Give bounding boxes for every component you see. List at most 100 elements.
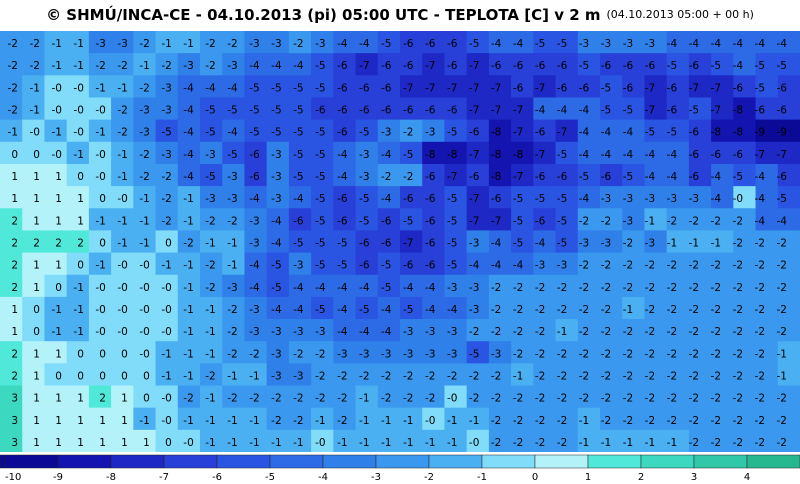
- grid-value: 0: [55, 282, 62, 294]
- grid-value: -2: [689, 393, 699, 405]
- cell: [111, 119, 134, 143]
- grid-value: -1: [205, 415, 215, 427]
- grid-value: -6: [623, 82, 634, 94]
- grid-value: -6: [777, 171, 788, 183]
- grid-value: -2: [733, 370, 743, 382]
- legend-swatch: [163, 454, 218, 469]
- grid-value: -2: [689, 282, 699, 294]
- grid-value: -5: [469, 348, 479, 360]
- grid-value: 2: [77, 238, 84, 250]
- cell: [400, 31, 423, 54]
- grid-value: -1: [271, 437, 281, 449]
- cell: [44, 252, 68, 276]
- cell: [88, 31, 112, 54]
- grid-value: 0: [99, 238, 106, 250]
- cell: [111, 341, 134, 364]
- legend-label: -8: [106, 472, 116, 483]
- grid-value: -4: [513, 38, 524, 50]
- grid-value: -2: [777, 393, 787, 405]
- grid-value: -6: [403, 60, 414, 72]
- grid-value: -2: [293, 348, 303, 360]
- grid-value: -5: [601, 105, 611, 117]
- cell: [155, 385, 179, 409]
- grid-value: 1: [55, 193, 62, 205]
- grid-value: 1: [11, 304, 18, 316]
- grid-value: -8: [513, 149, 523, 161]
- grid-value: -2: [755, 326, 765, 338]
- grid-value: 0: [99, 370, 106, 382]
- cell: [711, 141, 734, 165]
- grid-value: -4: [579, 105, 590, 117]
- cell: [66, 363, 90, 387]
- cell: [422, 141, 445, 165]
- grid-value: -4: [755, 215, 766, 227]
- grid-value: -1: [205, 393, 215, 405]
- cell: [244, 363, 268, 387]
- cell: [444, 274, 468, 298]
- cell: [44, 274, 68, 298]
- cell: [400, 274, 423, 298]
- cell: [422, 230, 445, 254]
- cell: [333, 119, 357, 143]
- cell: [111, 296, 134, 320]
- cell: [488, 97, 512, 121]
- grid-value: -2: [579, 304, 589, 316]
- grid-value: -3: [161, 82, 171, 94]
- cell: [155, 230, 179, 254]
- grid-value: -6: [469, 171, 480, 183]
- grid-value: -2: [535, 393, 545, 405]
- cell: [511, 429, 534, 453]
- cell: [688, 429, 712, 453]
- grid-value: -3: [491, 348, 501, 360]
- cell: [111, 53, 134, 76]
- cell: [622, 163, 645, 187]
- cell: [22, 97, 45, 121]
- grid-value: -3: [579, 238, 589, 250]
- grid-value: -5: [733, 171, 743, 183]
- cell: [577, 385, 601, 409]
- cell: [200, 97, 223, 121]
- grid-value: -0: [117, 282, 127, 294]
- grid-value: 1: [77, 215, 84, 227]
- cell: [0, 186, 23, 209]
- cell: [600, 119, 623, 143]
- cell: [288, 429, 312, 453]
- cell: [577, 319, 601, 342]
- cell: [377, 230, 401, 254]
- grid-value: -3: [535, 260, 545, 272]
- cell: [311, 407, 334, 431]
- grid-value: -5: [711, 60, 721, 72]
- grid-value: -2: [711, 393, 721, 405]
- grid-value: -4: [711, 171, 722, 183]
- legend-swatch: [375, 454, 430, 469]
- cell: [577, 252, 601, 276]
- grid-value: 1: [99, 437, 106, 449]
- grid-value: -4: [337, 304, 348, 316]
- grid-value: -3: [359, 149, 369, 161]
- cell: [644, 407, 668, 431]
- grid-value: 1: [33, 437, 40, 449]
- cell: [177, 319, 201, 342]
- cell: [577, 407, 601, 431]
- cell: [488, 252, 512, 276]
- grid-value: -2: [491, 370, 501, 382]
- cell: [488, 341, 512, 364]
- grid-value: -4: [777, 215, 788, 227]
- cell: [444, 119, 468, 143]
- grid-value: 0: [77, 370, 84, 382]
- grid-value: -3: [645, 238, 655, 250]
- cell: [711, 319, 734, 342]
- grid-value: -1: [359, 393, 369, 405]
- grid-value: -2: [711, 260, 721, 272]
- cell: [466, 230, 490, 254]
- grid-value: -5: [513, 238, 523, 250]
- cell: [66, 230, 90, 254]
- grid-value: -2: [227, 215, 237, 227]
- grid-value: -5: [777, 60, 787, 72]
- cell: [777, 341, 800, 364]
- grid-value: -3: [469, 282, 479, 294]
- cell: [200, 53, 223, 76]
- grid-value: -5: [271, 82, 281, 94]
- cell: [488, 407, 512, 431]
